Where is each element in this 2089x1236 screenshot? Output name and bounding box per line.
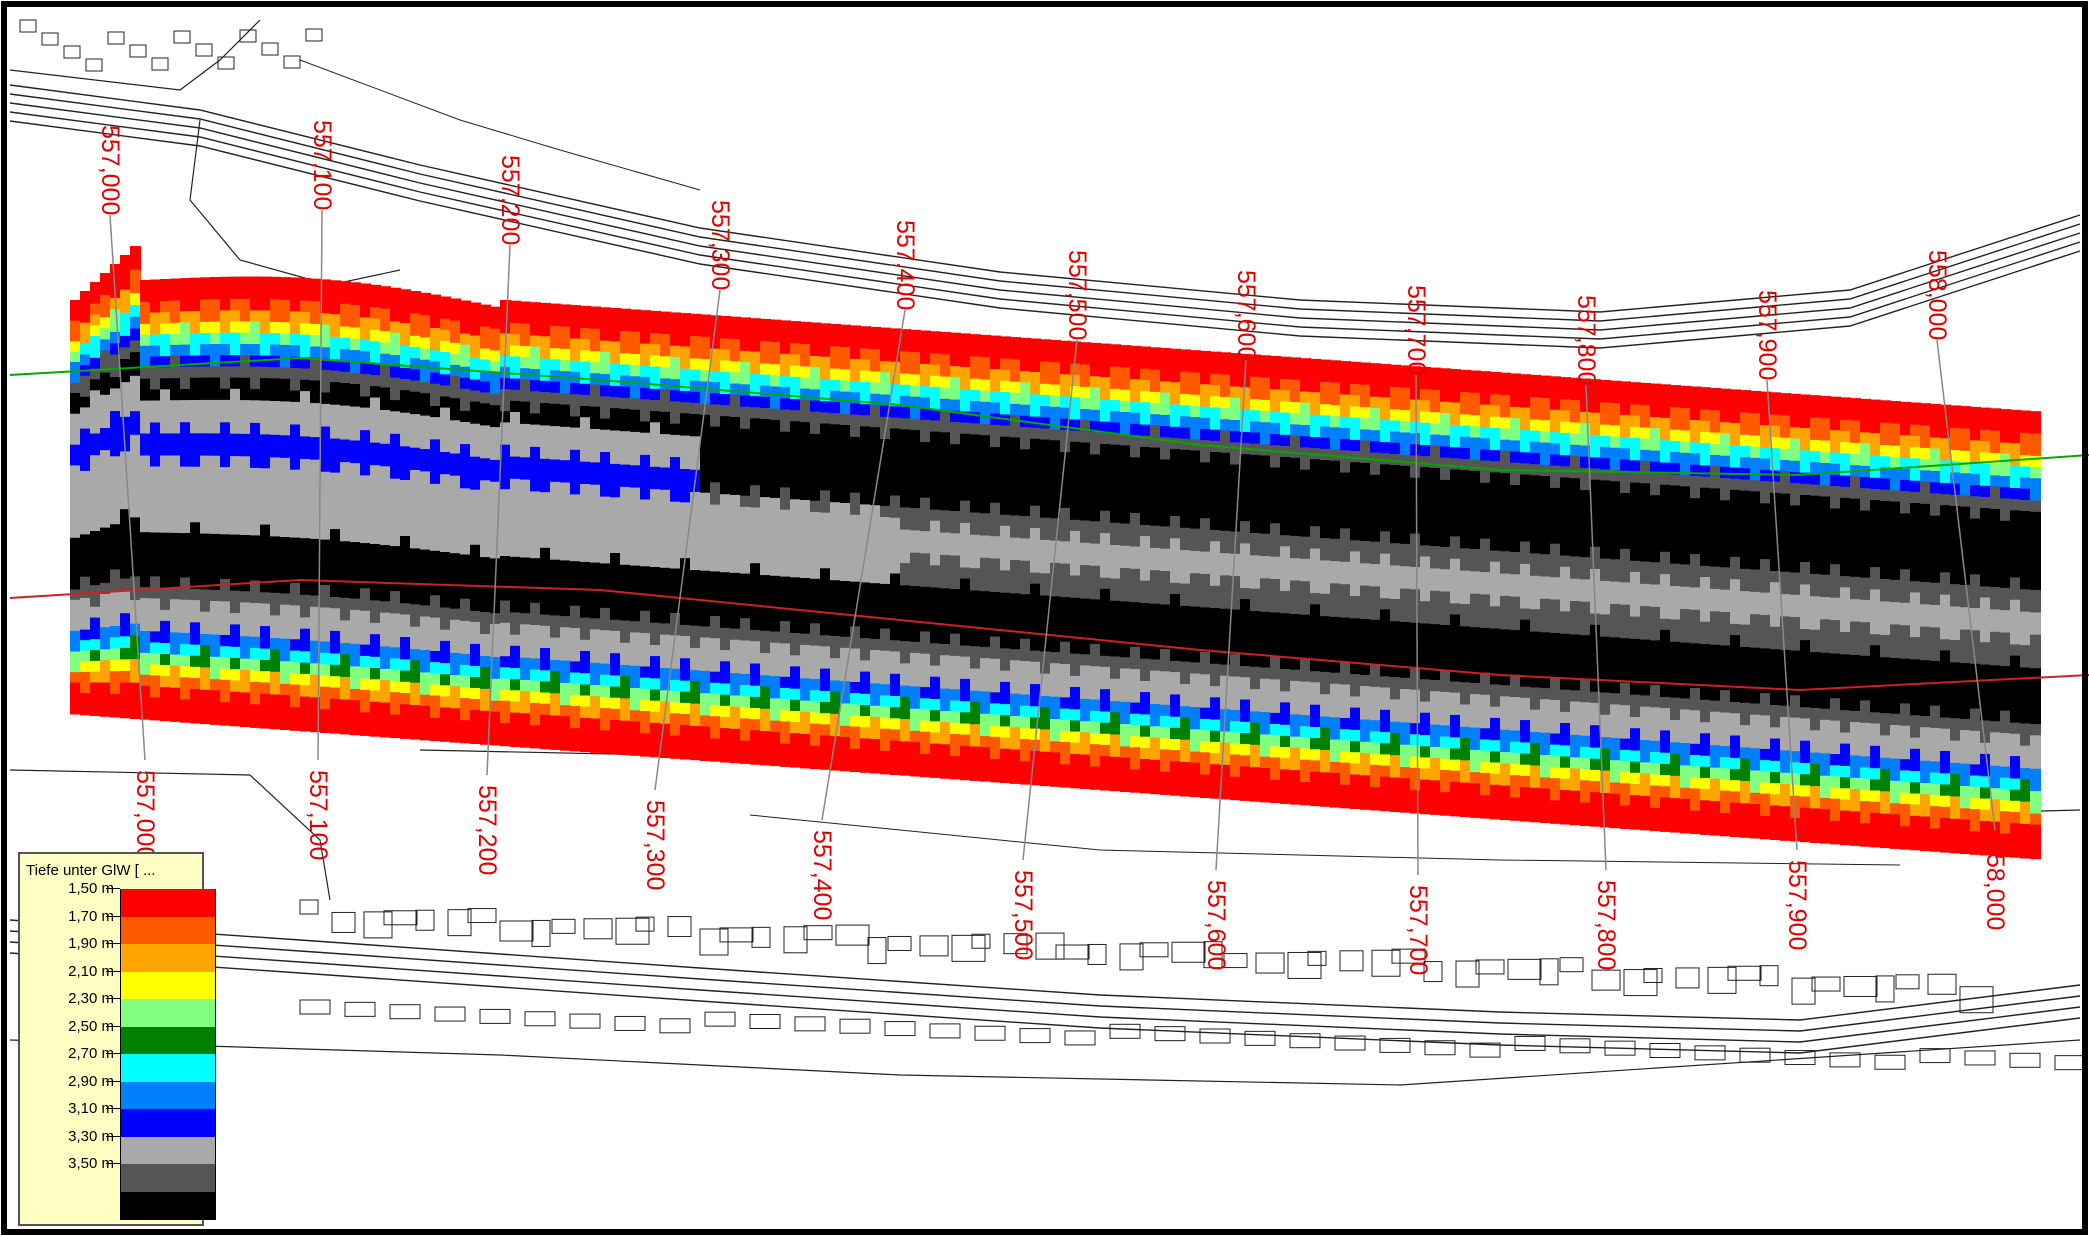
profile-line: [1215, 359, 1247, 871]
depth-raster: [70, 246, 2041, 860]
legend-row: 2,50 m: [20, 1018, 216, 1055]
legend-swatch: [120, 999, 216, 1027]
station-label-top: 557,900: [1753, 290, 1781, 380]
legend-row: 3,30 m: [20, 1128, 216, 1165]
legend-tick: [106, 1053, 120, 1054]
legend-swatch: [120, 1109, 216, 1137]
station-label-bottom: 557,800: [1592, 880, 1620, 970]
legend-label: 3,50 m: [68, 1155, 114, 1172]
legend-label: 2,30 m: [68, 990, 114, 1007]
station-label-bottom: 557,000: [131, 770, 159, 860]
legend-tick: [106, 888, 120, 889]
legend-row: 2,90 m: [20, 1073, 216, 1110]
station-label-bottom: 557,300: [641, 800, 669, 890]
legend-label: 2,10 m: [68, 962, 114, 980]
legend-label: 3,30 m: [68, 1127, 114, 1145]
legend-tick: [106, 943, 120, 944]
profile-line: [1585, 384, 1607, 871]
cross-section-lines: [109, 209, 1996, 876]
station-label-top: 557,800: [1572, 295, 1600, 385]
legend-swatch: [120, 1081, 216, 1110]
legend-tick: [106, 1025, 120, 1027]
legend-swatch: [120, 1191, 216, 1220]
station-label-top: 557,500: [1063, 250, 1091, 340]
station-label-top: 558,000: [1923, 250, 1951, 340]
legend-row: 1,90 m: [20, 935, 216, 972]
legend-row: 3,10 m: [20, 1100, 216, 1137]
profile-line: [486, 244, 511, 776]
legend-row: 3,50 m: [20, 1155, 216, 1192]
legend-title: Tiefe unter GlW [ ...: [26, 862, 156, 879]
legend-label: 1,50 m: [68, 880, 114, 897]
legend-label: 2,70 m: [68, 1045, 114, 1062]
legend-swatch: [120, 1136, 216, 1165]
legend-swatch: [120, 1054, 216, 1082]
depth-legend: Tiefe unter GlW [ ... 1,50 m 1,70 m 1,90 m…: [18, 852, 216, 1226]
legend-tick: [106, 915, 120, 917]
legend-row: 2,30 m: [20, 990, 216, 1027]
legend-label: 1,70 m: [68, 907, 114, 925]
profile-line: [1415, 374, 1419, 876]
station-label-top: 557,000: [96, 125, 124, 215]
legend-tick: [106, 970, 120, 972]
profile-line: [317, 209, 323, 761]
station-label-top: 557,700: [1402, 285, 1430, 375]
station-label-bottom: 557,200: [473, 785, 501, 875]
legend-swatch: [120, 916, 216, 945]
station-label-top: 557,200: [496, 155, 524, 245]
profile-line: [1766, 379, 1798, 851]
legend-swatch: [120, 1026, 216, 1055]
legend-row: 2,10 m: [20, 963, 216, 1000]
legend-swatch: [120, 1164, 216, 1192]
legend-tick: [106, 998, 120, 999]
station-label-bottom: 557,500: [1009, 870, 1037, 960]
river-axes: [9, 356, 2089, 692]
profile-line: [821, 309, 906, 821]
legend-row: [20, 1191, 216, 1220]
profile-line: [1936, 339, 1996, 831]
station-label-top: 557,100: [308, 120, 336, 210]
legend-label: 1,90 m: [68, 935, 114, 952]
legend-tick: [106, 1135, 120, 1137]
station-label-top: 557,400: [891, 220, 919, 310]
legend-tick: [106, 1108, 120, 1109]
station-label-bottom: 557,100: [304, 770, 332, 860]
station-label-bottom: 557,900: [1783, 860, 1811, 950]
legend-swatch: [120, 944, 216, 972]
station-labels-top: 557,000 557,100 557,200 557,300 557,400 557,5…: [96, 120, 1951, 385]
station-label-top: 557,300: [706, 200, 734, 290]
legend-row: 2,70 m: [20, 1045, 216, 1082]
legend-row: 1,50 m: [20, 880, 216, 917]
profile-line: [1022, 339, 1078, 861]
legend-label: 3,10 m: [68, 1100, 114, 1117]
legend-row: 1,70 m: [20, 908, 216, 945]
legend-label: 2,50 m: [68, 1017, 114, 1035]
station-label-bottom: 557,400: [808, 830, 836, 920]
station-label-bottom: 557,700: [1404, 885, 1432, 975]
profile-line: [654, 289, 721, 791]
station-label-bottom: 558,000: [1981, 840, 2009, 930]
legend-tick: [106, 1163, 120, 1164]
station-label-bottom: 557,600: [1202, 880, 1230, 970]
station-label-top: 557,600: [1232, 270, 1260, 360]
legend-swatch: [120, 971, 216, 1000]
profile-line: [109, 214, 146, 761]
legend-label: 2,90 m: [68, 1072, 114, 1090]
legend-swatch: [120, 889, 216, 917]
station-labels-bottom: 557,000 557,100 557,200 557,300 557,400 557,5…: [131, 770, 2009, 975]
legend-tick: [106, 1080, 120, 1082]
